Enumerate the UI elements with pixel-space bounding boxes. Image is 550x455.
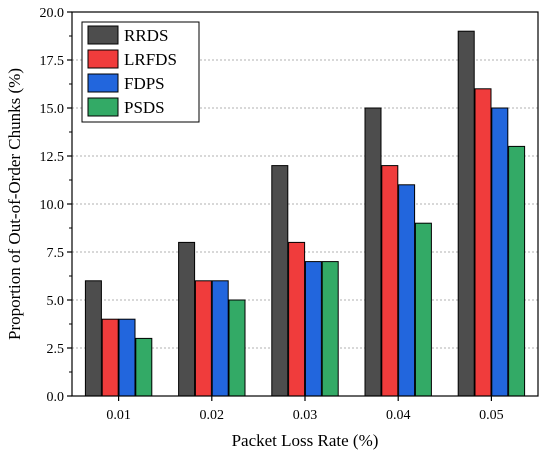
bar-fdps-0.03 <box>304 261 322 397</box>
bar-rrds-0.04 <box>364 107 382 397</box>
legend-swatch-psds <box>87 97 119 117</box>
bar-fdps-0.01 <box>118 318 136 397</box>
legend-label-lrfds: LRFDS <box>124 50 177 69</box>
x-tick-label: 0.05 <box>479 408 504 423</box>
bar-lrfds-0.01 <box>101 318 119 397</box>
bars <box>84 30 526 397</box>
legend-swatch-rrds <box>87 25 119 45</box>
y-tick-label: 17.5 <box>40 54 65 69</box>
y-axis-label: Proportion of Out-of-Order Chunks (%) <box>5 68 24 340</box>
bar-lrfds-0.04 <box>381 165 399 397</box>
x-axis: 0.01 0.02 0.03 0.04 0.05 <box>106 396 504 423</box>
bar-fdps-0.05 <box>491 107 509 397</box>
y-tick-label: 10.0 <box>40 198 65 213</box>
bar-psds-0.02 <box>228 299 246 397</box>
bar-lrfds-0.02 <box>194 280 212 397</box>
x-tick-label: 0.04 <box>386 408 411 423</box>
legend-label-rrds: RRDS <box>124 26 168 45</box>
bar-rrds-0.05 <box>457 30 475 397</box>
y-tick-label: 15.0 <box>40 102 65 117</box>
bar-rrds-0.02 <box>178 241 196 397</box>
bar-psds-0.05 <box>508 145 526 397</box>
y-tick-label: 12.5 <box>40 150 65 165</box>
y-tick-label: 0.0 <box>47 390 65 405</box>
bar-lrfds-0.03 <box>288 241 306 397</box>
bar-rrds-0.01 <box>84 280 102 397</box>
x-tick-label: 0.01 <box>106 408 131 423</box>
y-tick-label: 7.5 <box>47 246 65 261</box>
legend-label-fdps: FDPS <box>124 74 165 93</box>
y-tick-label: 5.0 <box>47 294 65 309</box>
legend: RRDS LRFDS FDPS PSDS <box>81 21 200 123</box>
bar-lrfds-0.05 <box>474 88 492 397</box>
y-tick-label: 2.5 <box>47 342 65 357</box>
bar-rrds-0.03 <box>271 165 289 397</box>
bar-fdps-0.04 <box>398 184 416 397</box>
bar-fdps-0.02 <box>211 280 229 397</box>
x-tick-label: 0.02 <box>200 408 225 423</box>
legend-swatch-lrfds <box>87 49 119 69</box>
y-tick-label: 20.0 <box>40 6 65 21</box>
x-axis-label: Packet Loss Rate (%) <box>232 431 379 450</box>
bar-psds-0.01 <box>135 337 153 397</box>
y-axis: 0.0 2.5 5.0 7.5 10.0 12.5 15.0 17.5 20.0 <box>40 6 72 405</box>
legend-label-psds: PSDS <box>124 98 165 117</box>
x-tick-label: 0.03 <box>293 408 318 423</box>
legend-swatch-fdps <box>87 73 119 93</box>
bar-psds-0.04 <box>414 222 432 397</box>
bar-psds-0.03 <box>321 261 339 397</box>
